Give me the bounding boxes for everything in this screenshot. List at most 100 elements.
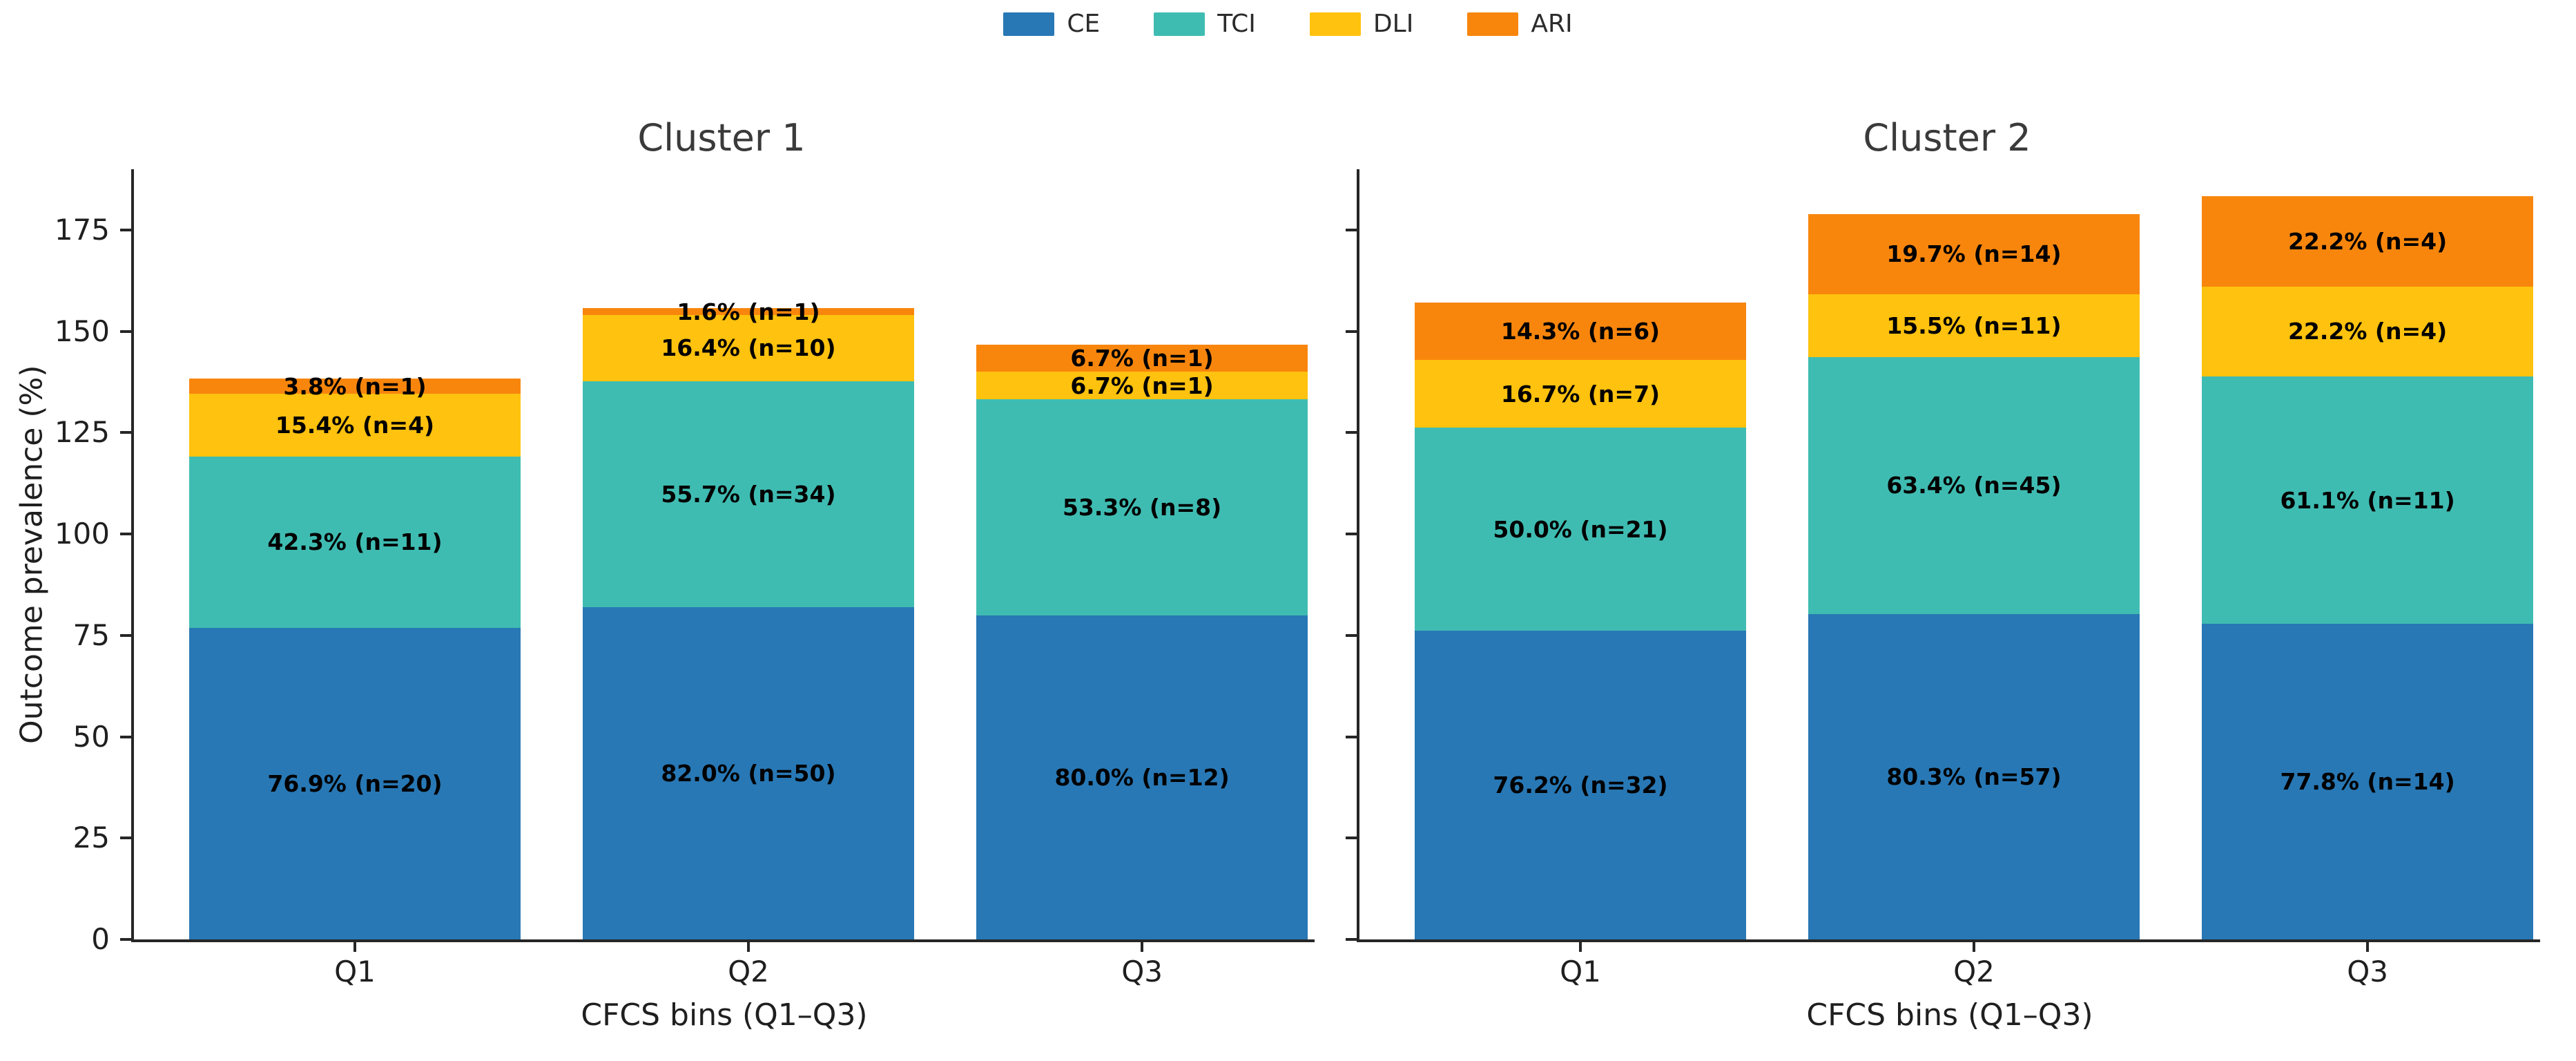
bar-cluster-1-q1: 76.9% (n=20) 42.3% (n=11) 15.4% (n=4) 3.8% …	[189, 375, 521, 939]
legend-item-ari: ARI	[1467, 10, 1573, 38]
segment-ce-q1: 76.9% (n=20)	[189, 627, 521, 939]
panel-title-cluster-2: Cluster 2	[1863, 116, 2031, 160]
y-tick-mark-175	[120, 229, 131, 232]
y-tick-mark-150	[120, 329, 131, 333]
y-tick-mark-175	[1346, 229, 1357, 232]
segment-label-dli-q3: 6.7% (n=1)	[1070, 372, 1214, 399]
legend-label: DLI	[1373, 10, 1414, 38]
plot-area-cluster-1: CFCS bins (Q1–Q3) 0 25 50 75 100 125 150 175 76.…	[55, 169, 1315, 1033]
segment-label-ari-q2: 19.7% (n=14)	[1886, 240, 2062, 268]
x-tick-mark-q3	[1141, 942, 1144, 952]
legend-swatch-ce	[1003, 12, 1055, 36]
segment-label-ce-q3: 80.0% (n=12)	[1054, 763, 1230, 791]
bar-cluster-2-q2: 80.3% (n=57) 63.4% (n=45) 15.5% (n=11) 19.7…	[1808, 214, 2140, 939]
bar-cluster-2-q1: 76.2% (n=32) 50.0% (n=21) 16.7% (n=7) 14.3%…	[1415, 302, 1746, 939]
y-tick-mark-75	[1346, 633, 1357, 637]
segment-label-dli-q1: 15.4% (n=4)	[275, 411, 435, 439]
segment-label-dli-q1: 16.7% (n=7)	[1500, 380, 1660, 408]
segment-label-tci-q1: 42.3% (n=11)	[267, 528, 443, 556]
y-tick-label-25: 25	[72, 821, 110, 855]
segment-label-dli-q3: 22.2% (n=4)	[2287, 318, 2448, 345]
segment-ari-q2: 1.6% (n=1)	[582, 300, 914, 323]
segment-label-dli-q2: 16.4% (n=10)	[661, 334, 836, 362]
legend-swatch-tci	[1154, 12, 1205, 36]
plot-area-cluster-2: CFCS bins (Q1–Q3) 76.2% (n=32) 50.0% (n=2…	[1346, 169, 2540, 1033]
legend-label: ARI	[1531, 10, 1573, 38]
y-tick-mark-100	[1346, 533, 1357, 536]
y-tick-label-75: 75	[72, 618, 110, 652]
y-tick-label-50: 50	[72, 719, 110, 754]
legend-swatch-dli	[1309, 12, 1361, 36]
segment-dli-q2: 16.4% (n=10)	[582, 314, 914, 381]
segment-label-tci-q1: 50.0% (n=21)	[1493, 515, 1668, 543]
segment-label-ce-q1: 76.9% (n=20)	[267, 770, 443, 797]
x-tick-label-q2: Q2	[728, 955, 769, 988]
segment-tci-q2: 55.7% (n=34)	[582, 381, 914, 607]
segment-ce-q3: 77.8% (n=14)	[2202, 624, 2534, 939]
y-tick-mark-25	[120, 837, 131, 840]
y-tick-mark-0	[120, 938, 131, 941]
x-tick-mark-q1	[354, 942, 357, 952]
segment-label-ce-q2: 82.0% (n=50)	[661, 759, 836, 787]
x-tick-label-q1: Q1	[1560, 955, 1601, 988]
y-tick-mark-50	[120, 735, 131, 738]
x-axis-label-cluster-2: CFCS bins (Q1–Q3)	[1806, 997, 2093, 1033]
panel-title-cluster-1: Cluster 1	[637, 116, 806, 160]
y-tick-mark-25	[1346, 837, 1357, 840]
segment-dli-q3: 22.2% (n=4)	[2202, 286, 2534, 376]
segment-label-ari-q1: 14.3% (n=6)	[1500, 317, 1660, 345]
segment-ce-q2: 82.0% (n=50)	[582, 606, 914, 939]
x-tick-label-q3: Q3	[1121, 955, 1163, 988]
y-tick-label-0: 0	[91, 922, 110, 956]
y-tick-mark-75	[120, 633, 131, 637]
segment-tci-q1: 50.0% (n=21)	[1415, 428, 1746, 631]
segment-label-ari-q3: 22.2% (n=4)	[2287, 227, 2448, 255]
segment-label-tci-q2: 55.7% (n=34)	[661, 480, 836, 508]
y-tick-mark-50	[1346, 735, 1357, 738]
x-tick-mark-q2	[1972, 942, 1975, 952]
segment-label-ce-q2: 80.3% (n=57)	[1886, 763, 2062, 790]
segment-label-ari-q3: 6.7% (n=1)	[1070, 345, 1214, 372]
legend: CE TCI DLI ARI	[0, 10, 2576, 38]
segment-dli-q3: 6.7% (n=1)	[976, 372, 1308, 399]
segment-ari-q3: 22.2% (n=4)	[2202, 196, 2534, 287]
y-tick-label-125: 125	[54, 415, 110, 450]
segment-label-tci-q3: 53.3% (n=8)	[1062, 493, 1222, 521]
legend-item-tci: TCI	[1154, 10, 1256, 38]
segment-ce-q2: 80.3% (n=57)	[1808, 613, 2140, 939]
segment-dli-q1: 16.7% (n=7)	[1415, 360, 1746, 428]
x-tick-mark-q1	[1579, 942, 1582, 952]
segment-ari-q2: 19.7% (n=14)	[1808, 214, 2140, 294]
y-tick-mark-125	[120, 431, 131, 434]
segment-ari-q1: 3.8% (n=1)	[189, 375, 521, 398]
segment-ari-q3: 6.7% (n=1)	[976, 345, 1308, 372]
x-tick-label-q1: Q1	[334, 955, 376, 988]
segment-tci-q3: 61.1% (n=11)	[2202, 376, 2534, 624]
segment-tci-q2: 63.4% (n=45)	[1808, 356, 2140, 614]
legend-item-ce: CE	[1003, 10, 1100, 38]
x-axis-label-cluster-1: CFCS bins (Q1–Q3)	[581, 997, 868, 1033]
y-tick-mark-150	[1346, 329, 1357, 333]
segment-label-ari-q1: 3.8% (n=1)	[283, 372, 427, 400]
legend-label: TCI	[1217, 10, 1256, 38]
segment-tci-q3: 53.3% (n=8)	[976, 399, 1308, 615]
bar-cluster-1-q3: 80.0% (n=12) 53.3% (n=8) 6.7% (n=1) 6.7% (n…	[976, 345, 1308, 939]
segment-tci-q1: 42.3% (n=11)	[189, 456, 521, 628]
legend-item-dli: DLI	[1309, 10, 1414, 38]
segment-ari-q1: 14.3% (n=6)	[1415, 302, 1746, 361]
y-tick-mark-0	[1346, 938, 1357, 941]
y-tick-label-150: 150	[54, 314, 110, 348]
x-tick-mark-q3	[2366, 942, 2370, 952]
legend-swatch-ari	[1467, 12, 1519, 36]
segment-label-dli-q2: 15.5% (n=11)	[1886, 312, 2062, 339]
bar-cluster-1-q2: 82.0% (n=50) 55.7% (n=34) 16.4% (n=10) 1.6%…	[582, 300, 914, 939]
bar-cluster-2-q3: 77.8% (n=14) 61.1% (n=11) 22.2% (n=4) 22.2%…	[2202, 196, 2534, 939]
x-tick-mark-q2	[746, 942, 750, 952]
segment-ce-q1: 76.2% (n=32)	[1415, 630, 1746, 939]
y-tick-label-175: 175	[54, 213, 110, 247]
y-tick-mark-100	[120, 533, 131, 536]
x-tick-label-q3: Q3	[2347, 955, 2388, 988]
segment-dli-q1: 15.4% (n=4)	[189, 394, 521, 457]
segment-label-ari-q2: 1.6% (n=1)	[677, 298, 820, 325]
